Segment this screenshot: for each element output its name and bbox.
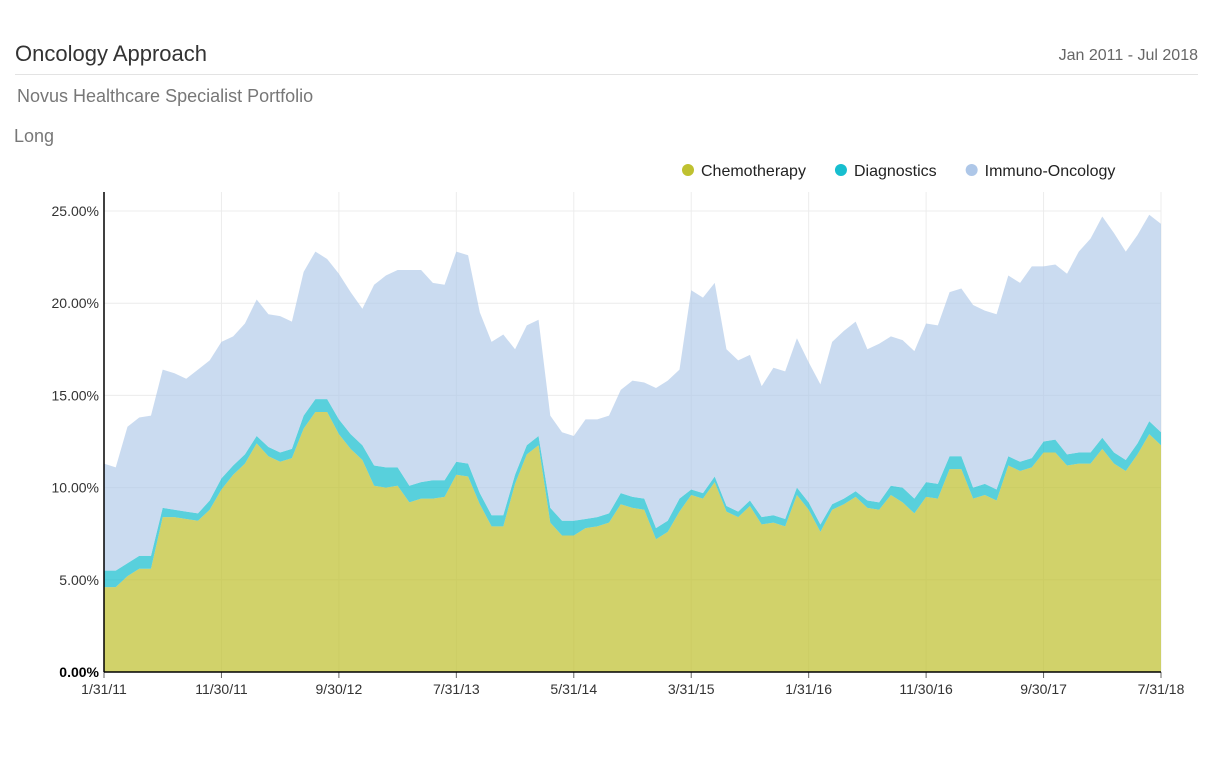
position-label: Long	[14, 126, 55, 146]
y-tick-label: 25.00%	[52, 203, 99, 219]
x-tick-label: 11/30/11	[195, 681, 248, 697]
x-tick-label: 9/30/12	[316, 681, 363, 697]
x-tick-label: 11/30/16	[899, 681, 953, 697]
legend-swatch	[682, 164, 694, 176]
legend-swatch	[834, 164, 847, 176]
area-chemotherapy	[104, 412, 1161, 672]
legend-label: Chemotherapy	[701, 163, 806, 180]
y-tick-label: 15.00%	[52, 387, 99, 403]
x-tick-label: 7/31/13	[433, 681, 480, 697]
page-title: Oncology Approach	[15, 41, 208, 66]
legend-swatch	[965, 164, 978, 176]
x-tick-label: 7/31/18	[1138, 681, 1185, 697]
x-tick-label: 5/31/14	[550, 681, 597, 697]
y-tick-label: 10.00%	[52, 480, 99, 496]
legend: Chemotherapy Diagnostics Immuno-Oncology	[682, 163, 1115, 180]
y-tick-label: 0.00%	[59, 664, 99, 680]
chart-header: Oncology Approach Jan 2011 - Jul 2018	[15, 38, 1198, 75]
y-tick-label: 5.00%	[59, 572, 99, 588]
x-tick-label: 1/31/11	[81, 681, 127, 697]
legend-label: Diagnostics	[854, 163, 937, 180]
y-tick-label: 20.00%	[52, 295, 99, 311]
x-tick-label: 9/30/17	[1020, 681, 1067, 697]
portfolio-subtitle: Novus Healthcare Specialist Portfolio	[17, 86, 314, 106]
date-range: Jan 2011 - Jul 2018	[1058, 47, 1198, 64]
x-tick-label: 1/31/16	[785, 681, 832, 697]
legend-label: Immuno-Oncology	[985, 163, 1116, 180]
axes: 0.00% 5.00% 10.00% 15.00% 20.00% 25.00% 1/31/1…	[52, 192, 1185, 697]
area-immuno-oncology	[104, 214, 1161, 571]
area-series	[104, 214, 1161, 672]
x-tick-label: 3/31/15	[668, 681, 715, 697]
